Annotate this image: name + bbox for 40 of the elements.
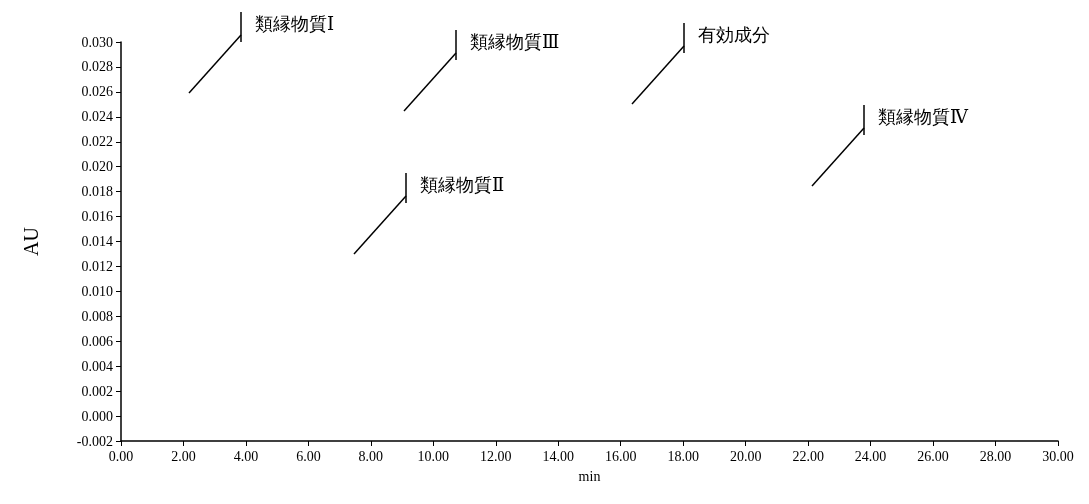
x-tick-label: 24.00 [854,448,887,464]
y-tick-label: 0.006 [81,333,113,349]
x-tick-label: 14.00 [542,448,575,464]
y-tick-label: 0.012 [81,258,113,274]
x-axis-title: min [578,468,601,484]
x-tick-label: 10.00 [417,448,450,464]
y-tick-label: 0.010 [81,283,113,299]
annotation: 類縁物質Ⅲ [470,32,560,52]
x-tick-label: 8.00 [358,448,384,464]
x-tick-label: 2.00 [171,448,196,464]
x-tick-label: 20.00 [729,448,762,464]
x-tick-label: 0.00 [108,448,134,464]
y-tick-label: 0.020 [81,159,113,175]
x-tick-label: 22.00 [792,448,824,464]
y-tick-label: 0.000 [81,408,113,424]
annotation: 有効成分 [698,25,770,45]
x-tick-label: 18.00 [667,448,699,464]
x-tick-label: 4.00 [233,448,259,464]
y-tick-label: 0.030 [81,34,113,50]
y-tick-label: 0.014 [81,234,113,249]
y-axis-title: AU [20,226,42,256]
x-tick-label: 28.00 [979,448,1012,464]
text: 類縁物質Ⅰ [255,14,335,34]
y-tick-label: 0.016 [81,209,113,225]
y-tick-label: 0.002 [81,383,113,399]
x-tick-label: 26.00 [917,448,949,464]
x-tick-label: 6.00 [296,448,321,464]
annotation: 類縁物質Ⅱ [420,175,505,195]
x-tick-label: 16.00 [604,448,637,464]
y-tick-label: -0.002 [76,433,113,449]
annotation: 類縁物質Ⅳ [878,107,969,127]
y-tick-label: 0.008 [81,308,113,324]
y-tick-label: 0.028 [81,59,113,75]
y-tick-label: 0.004 [81,358,113,374]
y-tick-label: 0.022 [81,134,113,150]
x-tick-label: 12.00 [480,448,512,464]
x-tick-label: 30.00 [1042,448,1074,464]
y-tick-label: 0.024 [81,109,113,125]
y-tick-label: 0.026 [81,84,113,100]
y-tick-label: 0.018 [81,184,113,200]
